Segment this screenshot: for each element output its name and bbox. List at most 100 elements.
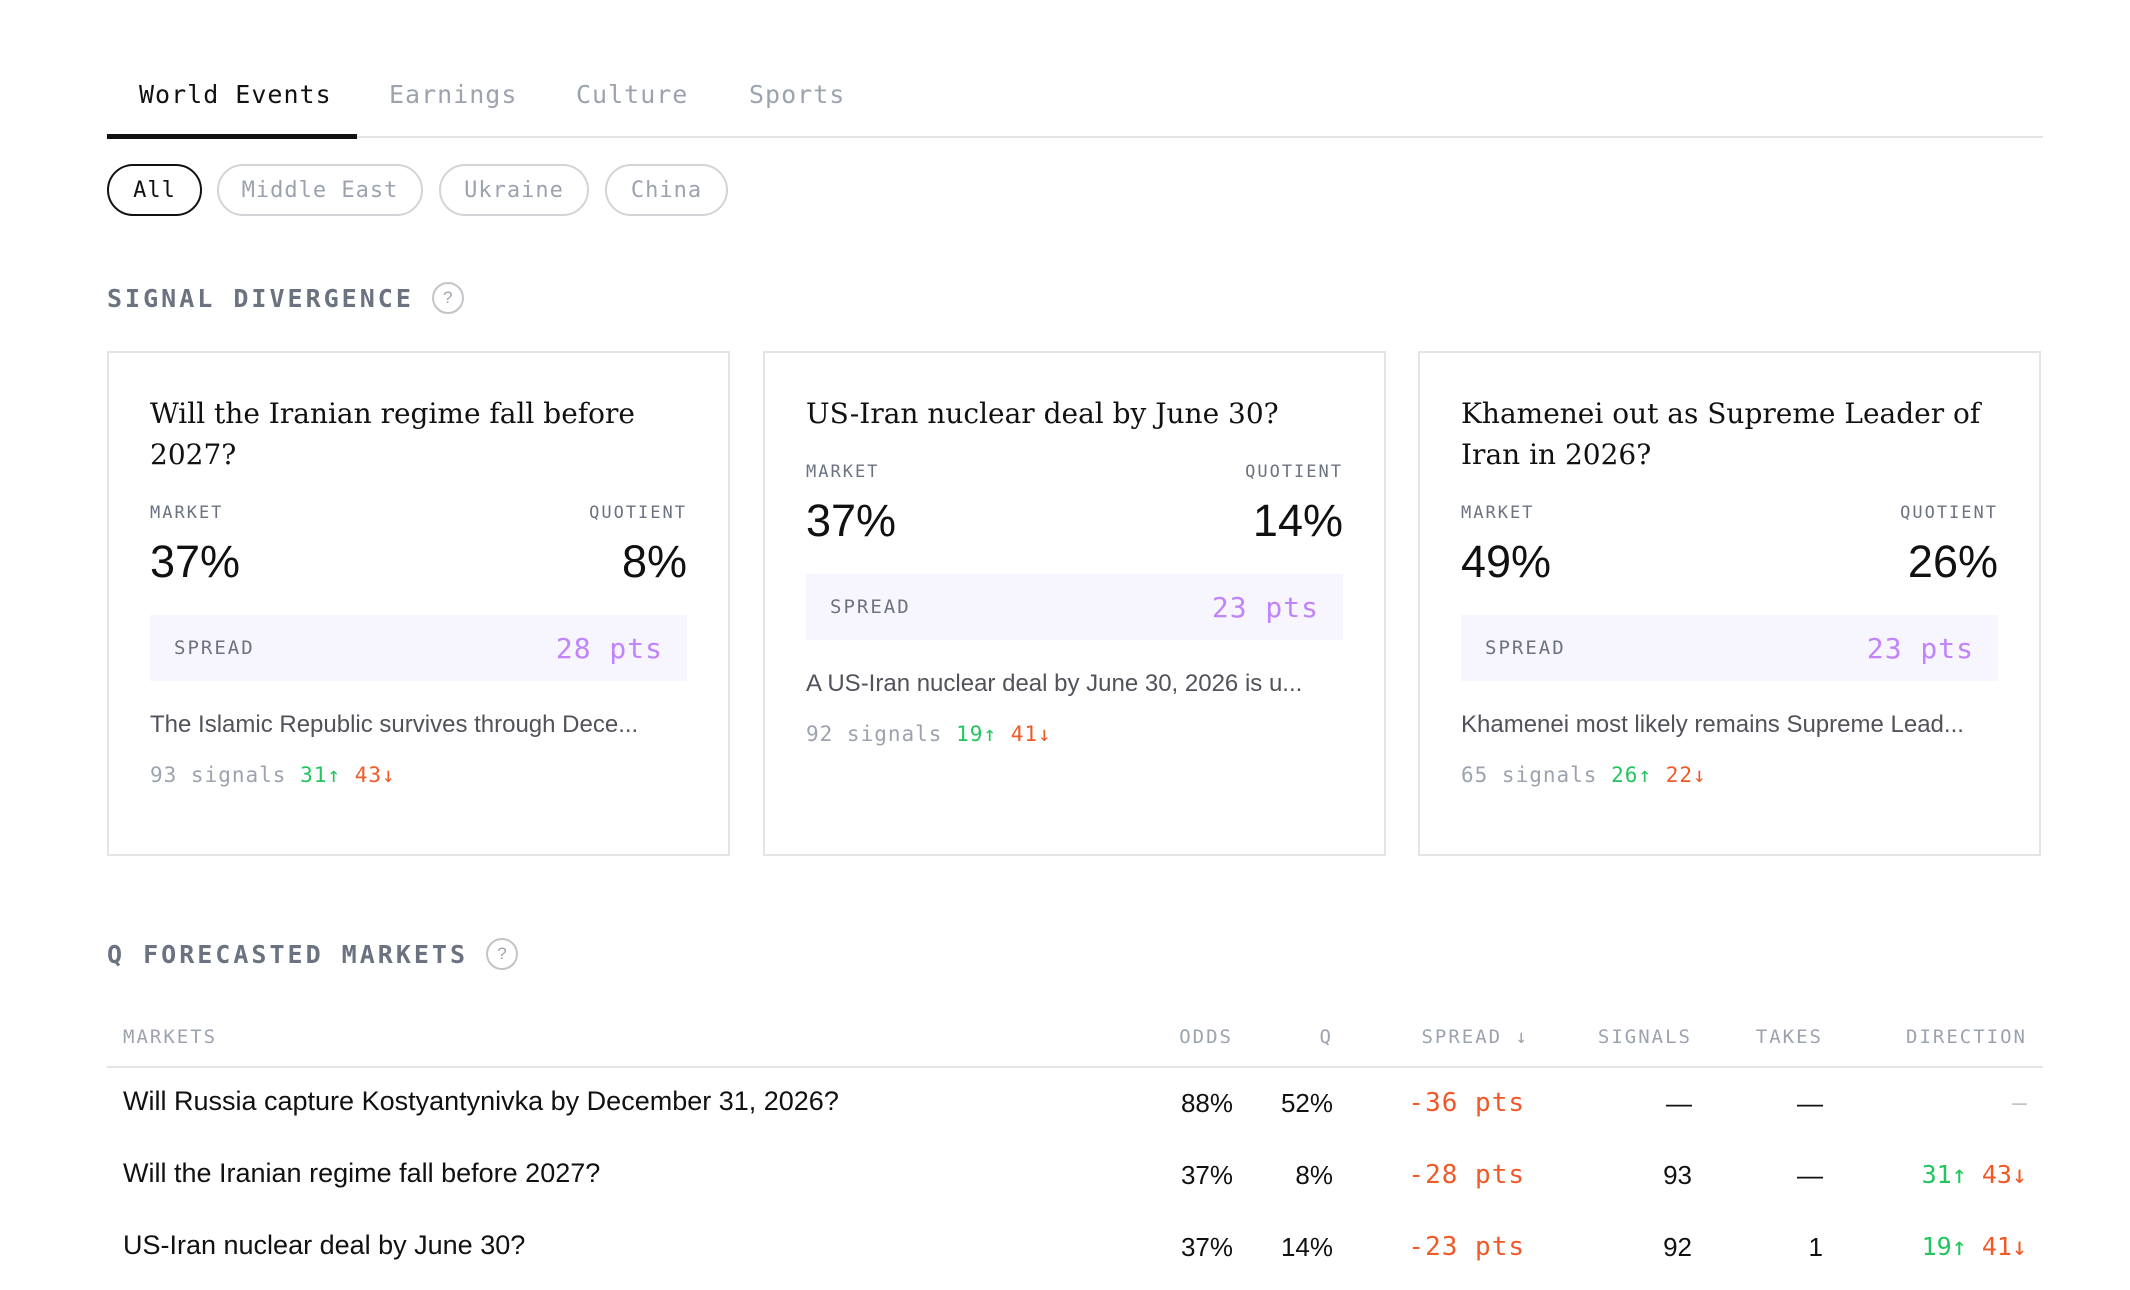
row-odds: 37% [1180, 1232, 1233, 1262]
card-description: Khamenei most likely remains Supreme Lea… [1461, 711, 1964, 738]
direction-up: 19↑ [1921, 1232, 1967, 1261]
row-takes: — [1797, 1088, 1823, 1118]
col-markets[interactable]: MARKETS [123, 1026, 218, 1048]
spread-value: 23 pts [1211, 590, 1319, 624]
card-description: A US-Iran nuclear deal by June 30, 2026 … [806, 670, 1303, 697]
help-icon[interactable]: ? [431, 282, 464, 314]
row-direction: 19↑ 41↓ [1922, 1232, 2027, 1261]
stat-values: 37% 8% [150, 535, 687, 589]
stat-values: 37% 14% [806, 494, 1343, 548]
filter-all[interactable]: All [107, 164, 202, 216]
quotient-label: QUOTIENT [589, 503, 687, 523]
row-market: Will Russia capture Kostyantynivka by De… [123, 1086, 839, 1116]
row-direction: 31↑ 43↓ [1922, 1160, 2027, 1189]
row-takes: — [1797, 1160, 1823, 1190]
signals-up: 31↑ [300, 763, 342, 787]
col-spread[interactable]: SPREAD ↓ [1421, 1026, 1529, 1048]
spread-value: 23 pts [1866, 631, 1974, 665]
col-direction[interactable]: DIRECTION [1906, 1026, 2027, 1048]
card-title: US-Iran nuclear deal by June 30? [806, 397, 1279, 430]
forecasted-markets-title: Q FORECASTED MARKETS [107, 939, 469, 969]
spread-box: SPREAD 23 pts [1461, 615, 1998, 681]
market-value: 49% [1461, 536, 1552, 587]
col-q[interactable]: Q [1319, 1026, 1333, 1048]
col-signals[interactable]: SIGNALS [1597, 1026, 1692, 1048]
row-signals: 92 [1663, 1232, 1692, 1262]
row-odds: 88% [1180, 1088, 1233, 1118]
signal-divergence-heading: SIGNAL DIVERGENCE ? [107, 282, 464, 314]
spread-label: SPREAD [830, 596, 911, 618]
signals-down: 22↓ [1665, 763, 1707, 787]
quotient-value: 14% [1252, 495, 1343, 546]
signals-down: 41↓ [1010, 722, 1052, 746]
table-row[interactable]: US-Iran nuclear deal by June 30? 37% 14%… [107, 1212, 2043, 1284]
market-value: 37% [806, 495, 897, 546]
quotient-value: 8% [621, 536, 687, 587]
tab-sports[interactable]: Sports [749, 80, 846, 109]
row-signals: 93 [1663, 1160, 1692, 1190]
tab-culture[interactable]: Culture [576, 80, 689, 109]
stat-labels: MARKET QUOTIENT [1461, 503, 1998, 523]
row-market: Will the Iranian regime fall before 2027… [123, 1158, 601, 1188]
stat-values: 49% 26% [1461, 535, 1998, 589]
market-label: MARKET [1461, 503, 1535, 523]
quotient-label: QUOTIENT [1900, 503, 1998, 523]
category-tabs: World Events Earnings Culture Sports [107, 70, 2043, 139]
market-label: MARKET [806, 462, 880, 482]
table-row[interactable]: Will Russia capture Kostyantynivka by De… [107, 1068, 2043, 1140]
spread-label: SPREAD [1485, 637, 1566, 659]
stat-labels: MARKET QUOTIENT [150, 503, 687, 523]
row-spread: -23 pts [1408, 1232, 1525, 1262]
spread-label: SPREAD [174, 637, 255, 659]
row-takes: 1 [1808, 1232, 1823, 1262]
quotient-value: 26% [1907, 536, 1998, 587]
row-market: US-Iran nuclear deal by June 30? [123, 1230, 526, 1260]
direction-up: 31↑ [1921, 1160, 1967, 1189]
row-odds: 37% [1180, 1160, 1233, 1190]
divergence-card[interactable]: US-Iran nuclear deal by June 30? MARKET … [763, 351, 1386, 856]
card-description: The Islamic Republic survives through De… [150, 711, 639, 738]
card-signals: 92 signals 19↑ 41↓ [806, 722, 1343, 746]
col-takes[interactable]: TAKES [1755, 1026, 1823, 1048]
filter-ukraine[interactable]: Ukraine [439, 164, 589, 216]
card-signals: 93 signals 31↑ 43↓ [150, 763, 687, 787]
direction-empty: — [2011, 1088, 2027, 1117]
tab-world-events[interactable]: World Events [139, 80, 332, 109]
divergence-card[interactable]: Will the Iranian regime fall before 2027… [107, 351, 730, 856]
spread-box: SPREAD 28 pts [150, 615, 687, 681]
table-header: MARKETS ODDS Q SPREAD ↓ SIGNALS TAKES DI… [107, 1016, 2043, 1068]
direction-down: 43↓ [1981, 1160, 2027, 1189]
help-icon[interactable]: ? [486, 938, 519, 970]
signals-count: 92 signals [806, 722, 943, 746]
row-signals: — [1666, 1088, 1692, 1118]
market-value: 37% [150, 536, 241, 587]
signals-up: 26↑ [1611, 763, 1653, 787]
signals-down: 43↓ [354, 763, 396, 787]
market-label: MARKET [150, 503, 224, 523]
quotient-label: QUOTIENT [1245, 462, 1343, 482]
forecasted-markets-heading: Q FORECASTED MARKETS ? [107, 938, 519, 970]
tab-earnings[interactable]: Earnings [389, 80, 518, 109]
signals-count: 65 signals [1461, 763, 1598, 787]
row-q: 14% [1280, 1232, 1333, 1262]
filter-china[interactable]: China [605, 164, 728, 216]
signal-divergence-title: SIGNAL DIVERGENCE [107, 283, 414, 313]
row-spread: -36 pts [1408, 1088, 1525, 1118]
spread-box: SPREAD 23 pts [806, 574, 1343, 640]
markets-table: MARKETS ODDS Q SPREAD ↓ SIGNALS TAKES DI… [107, 1016, 2043, 1284]
signals-up: 19↑ [956, 722, 998, 746]
row-direction: — [2012, 1088, 2027, 1117]
spread-value: 28 pts [555, 631, 663, 665]
col-odds[interactable]: ODDS [1179, 1026, 1233, 1048]
card-title: Will the Iranian regime fall before 2027… [150, 397, 635, 471]
divergence-card[interactable]: Khamenei out as Supreme Leader of Iran i… [1418, 351, 2041, 856]
direction-down: 41↓ [1981, 1232, 2027, 1261]
table-row[interactable]: Will the Iranian regime fall before 2027… [107, 1140, 2043, 1212]
card-title: Khamenei out as Supreme Leader of Iran i… [1461, 397, 1981, 471]
signals-count: 93 signals [150, 763, 287, 787]
filter-middle-east[interactable]: Middle East [217, 164, 423, 216]
row-q: 8% [1295, 1160, 1333, 1190]
row-q: 52% [1280, 1088, 1333, 1118]
row-spread: -28 pts [1408, 1160, 1525, 1190]
active-tab-indicator [107, 134, 357, 139]
